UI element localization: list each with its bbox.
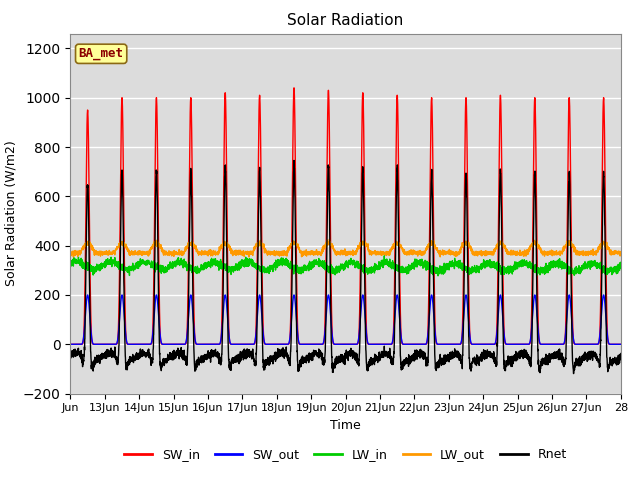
Rnet	[531, 175, 539, 180]
Rnet	[189, 275, 196, 281]
LW_in	[509, 265, 516, 271]
SW_out	[67, 341, 74, 347]
LW_out	[112, 247, 120, 252]
LW_in	[67, 258, 74, 264]
LW_out	[516, 250, 524, 255]
SW_out	[367, 341, 374, 347]
LW_out	[617, 250, 625, 256]
LW_in	[434, 273, 442, 279]
Line: LW_in: LW_in	[70, 256, 621, 276]
LW_in	[380, 253, 388, 259]
Rnet	[112, 353, 120, 359]
SW_out	[531, 292, 539, 298]
LW_out	[531, 241, 539, 247]
SW_out	[189, 310, 196, 315]
X-axis label: Time: Time	[330, 419, 361, 432]
SW_out	[516, 341, 524, 347]
SW_in	[531, 98, 539, 104]
SW_in	[112, 341, 120, 347]
LW_in	[112, 259, 120, 264]
Line: SW_out: SW_out	[70, 295, 621, 344]
LW_in	[189, 266, 196, 272]
LW_out	[67, 249, 74, 255]
SW_out	[112, 341, 120, 347]
LW_in	[617, 260, 625, 265]
SW_in	[290, 85, 298, 91]
LW_out	[509, 249, 516, 255]
LW_in	[516, 258, 524, 264]
Rnet	[617, 351, 625, 357]
SW_out	[84, 292, 92, 298]
Title: Solar Radiation: Solar Radiation	[287, 13, 404, 28]
Rnet	[509, 361, 516, 367]
Y-axis label: Solar Radiation (W/m2): Solar Radiation (W/m2)	[4, 141, 17, 287]
SW_in	[509, 341, 516, 347]
LW_out	[326, 237, 333, 242]
SW_in	[367, 341, 374, 347]
Line: Rnet: Rnet	[70, 160, 621, 373]
LW_out	[189, 242, 196, 248]
LW_out	[70, 254, 77, 260]
Rnet	[570, 371, 577, 376]
SW_in	[189, 216, 196, 222]
Rnet	[67, 350, 74, 356]
Rnet	[367, 361, 374, 367]
SW_in	[516, 341, 524, 347]
LW_in	[531, 268, 539, 274]
Rnet	[516, 350, 524, 356]
SW_out	[509, 341, 516, 347]
Line: LW_out: LW_out	[70, 240, 621, 257]
Line: SW_in: SW_in	[70, 88, 621, 344]
Text: BA_met: BA_met	[79, 48, 124, 60]
Legend: SW_in, SW_out, LW_in, LW_out, Rnet: SW_in, SW_out, LW_in, LW_out, Rnet	[119, 443, 572, 466]
LW_out	[367, 251, 374, 257]
SW_in	[617, 341, 625, 347]
Rnet	[290, 157, 298, 163]
SW_out	[617, 341, 625, 347]
SW_in	[67, 341, 74, 347]
LW_in	[367, 267, 374, 273]
